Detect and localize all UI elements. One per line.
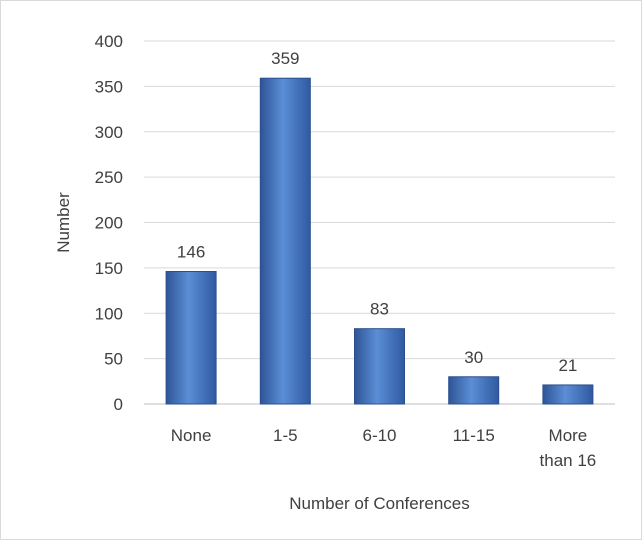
- data-labels: 146 359 83 30 21: [177, 49, 577, 375]
- bars: [165, 77, 594, 405]
- y-tick-label: 100: [95, 304, 123, 323]
- bar: [259, 77, 311, 405]
- x-tick-label: 6-10: [362, 426, 396, 445]
- x-tick-label: None: [171, 426, 212, 445]
- data-label: 146: [177, 243, 205, 262]
- x-axis-title: Number of Conferences: [289, 494, 469, 513]
- x-tick-label: More: [549, 426, 588, 445]
- data-label: 83: [370, 300, 389, 319]
- x-axis-ticks: None 1-5 6-10 11-15 More than 16: [171, 426, 596, 470]
- y-tick-label: 350: [95, 77, 123, 96]
- gridlines: [144, 40, 615, 405]
- x-tick-label: than 16: [540, 451, 597, 470]
- bar: [354, 328, 405, 405]
- x-tick-label: 11-15: [453, 426, 495, 445]
- data-label: 21: [558, 356, 577, 375]
- y-tick-label: 50: [104, 350, 123, 369]
- data-label: 30: [464, 348, 483, 367]
- y-tick-label: 0: [114, 395, 123, 414]
- y-tick-label: 150: [95, 259, 123, 278]
- y-tick-label: 300: [95, 123, 123, 142]
- y-axis-ticks: 0 50 100 150 200 250 300 350 400: [95, 32, 123, 414]
- x-tick-label: 1-5: [273, 426, 298, 445]
- y-tick-label: 200: [95, 214, 123, 233]
- bar: [448, 376, 500, 405]
- y-axis-title: Number: [54, 192, 73, 253]
- y-tick-label: 400: [95, 32, 123, 51]
- bar: [165, 271, 217, 405]
- bar: [542, 384, 594, 405]
- y-tick-label: 250: [95, 168, 123, 187]
- data-label: 359: [271, 49, 299, 68]
